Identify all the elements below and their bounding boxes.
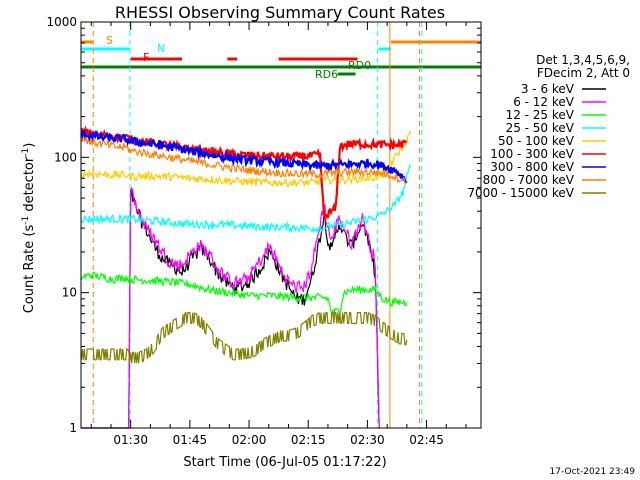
legend: Det 1,3,4,5,6,9,FDecim 2, Att 0 3 - 6 keV… [467,53,630,200]
x-tick-label: 02:15 [291,433,326,447]
flag-label-f: F [143,51,149,64]
y-tick-label: 1 [69,421,77,435]
axes: 01:30 01:45 02:00 02:15 02:30 02:45 1 10 100 1000 [46,15,482,447]
legend-entry-label: 800 - 7000 keV [483,173,575,187]
flag-label-s: S [106,34,113,47]
legend-header-line: Det 1,3,4,5,6,9, [536,53,630,67]
x-tick-label: 01:45 [173,433,208,447]
y-tick-label: 10 [62,286,77,300]
x-axis-label: Start Time (06-Jul-05 01:17:22) [183,455,386,470]
plot-frame [80,21,482,429]
x-tick-label: 02:45 [409,433,444,447]
legend-entry-label: 12 - 25 keV [506,108,575,122]
x-tick-label: 01:30 [113,433,148,447]
series-line-3 [80,164,412,234]
legend-entry-label: 50 - 100 keV [498,134,575,148]
series-line-6 [80,130,408,184]
x-tick-label: 02:30 [350,433,385,447]
series-line-2 [80,271,408,316]
chart-title: RHESSI Observing Summary Count Rates [115,3,445,22]
flag-label-rd6: RD6 [315,68,338,81]
flag-label-n: N [157,42,165,55]
legend-entry-label: 3 - 6 keV [521,82,575,96]
y-axis-label-part2: detector [22,156,37,216]
y-axis-label: Count Rate (s-1 detector-1) [21,143,37,314]
series-line-7 [80,136,408,185]
y-tick-label: 100 [54,150,77,164]
x-tick-label: 02:00 [232,433,267,447]
flag-bars: S NF RD0 RD6 [81,34,481,81]
y-axis-label-sup2: -1 [21,148,31,157]
series-line-4 [80,129,412,188]
flag-label-rd0: RD0 [348,59,371,72]
y-axis-label-part1: Count Rate (s [22,225,37,314]
legend-entry-label: 25 - 50 keV [506,121,575,135]
series-line-8 [80,311,408,364]
y-axis-label-sup1: -1 [21,216,31,225]
series-line-1 [81,186,380,429]
y-tick-label: 1000 [46,15,77,29]
series-lines [80,125,412,429]
legend-entry-label: 300 - 800 keV [490,160,574,174]
legend-header-line: FDecim 2, Att 0 [537,66,630,80]
legend-entry-label: 100 - 300 keV [490,147,574,161]
legend-entry-label: 6 - 12 keV [513,95,575,109]
legend-entry-label: 7000 - 15000 keV [467,186,574,200]
y-axis-label-part3: ) [22,143,37,148]
generation-timestamp: 17-Oct-2021 23:49 [550,467,636,477]
